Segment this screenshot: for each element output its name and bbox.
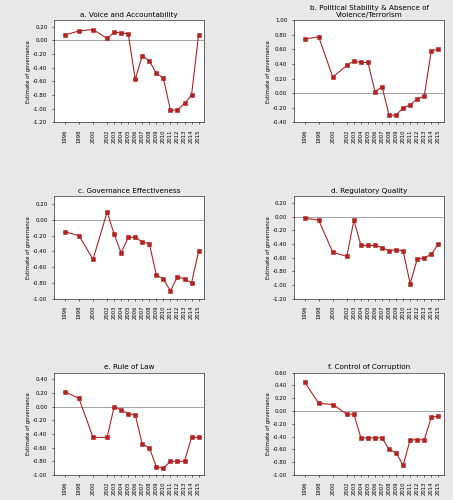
Title: d. Regulatory Quality: d. Regulatory Quality xyxy=(331,188,407,194)
Title: a. Voice and Accountability: a. Voice and Accountability xyxy=(81,12,178,18)
Y-axis label: Estimate of governance: Estimate of governance xyxy=(26,392,31,455)
Title: b. Political Stability & Absence of
Violence/Terrorism: b. Political Stability & Absence of Viol… xyxy=(309,4,429,18)
Y-axis label: Estimate of governance: Estimate of governance xyxy=(26,216,31,279)
Y-axis label: Estimate of governance: Estimate of governance xyxy=(266,216,271,279)
Title: c. Governance Effectiveness: c. Governance Effectiveness xyxy=(78,188,181,194)
Title: e. Rule of Law: e. Rule of Law xyxy=(104,364,154,370)
Y-axis label: Estimate of governance: Estimate of governance xyxy=(266,392,271,455)
Title: f. Control of Corruption: f. Control of Corruption xyxy=(328,364,410,370)
Y-axis label: Estimate of governance: Estimate of governance xyxy=(26,40,31,102)
Y-axis label: Estimate of governance: Estimate of governance xyxy=(266,40,271,102)
